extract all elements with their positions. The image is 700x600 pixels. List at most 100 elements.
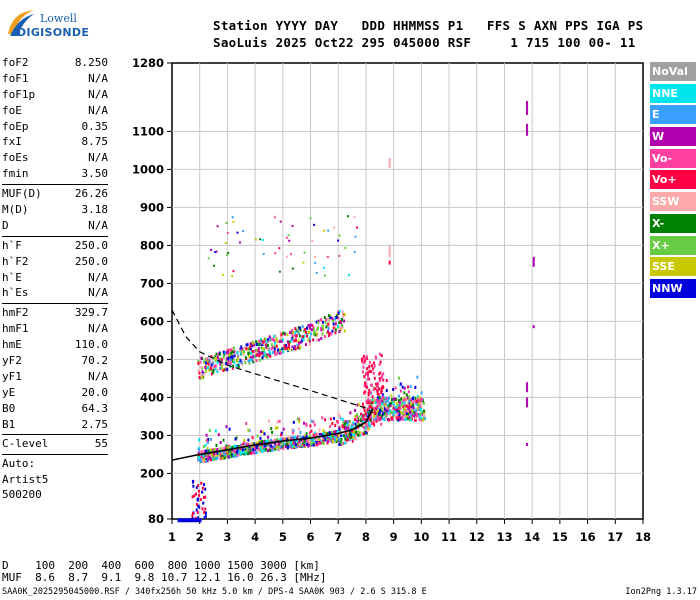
echo-point: [381, 402, 384, 406]
echo-point: [215, 451, 218, 455]
param-value: 70.2: [81, 354, 109, 368]
echo-point: [409, 384, 412, 388]
echo-point: [218, 451, 221, 455]
param-row: hmF1 N/A: [2, 322, 108, 338]
echo-point: [377, 393, 380, 397]
echo-point: [300, 441, 303, 445]
echo-point: [366, 367, 369, 371]
echo-point: [279, 351, 282, 355]
echo-point: [197, 516, 200, 520]
echo-point: [222, 355, 225, 359]
echo-point: [377, 385, 380, 389]
echo-point: [212, 448, 215, 452]
echo-point: [363, 375, 366, 379]
echo-point: [249, 342, 252, 346]
echo-point: [248, 361, 251, 365]
echo-point: [232, 358, 235, 362]
echo-point: [276, 439, 279, 443]
echo-point: [262, 340, 265, 344]
echo-point: [350, 432, 353, 436]
echo-point: [408, 402, 411, 406]
param-row: hmF2 329.7: [2, 306, 108, 322]
echo-point: [297, 427, 300, 431]
echo-point: [291, 335, 294, 339]
echo-point: [378, 397, 381, 401]
echo-point: [399, 407, 402, 411]
echo-point: [420, 418, 423, 422]
echo-point: [245, 347, 248, 351]
echo-point: [526, 397, 529, 408]
echo-point: [268, 349, 271, 353]
echo-point: [344, 421, 347, 425]
echo-point: [403, 386, 406, 390]
echo-point: [380, 354, 383, 358]
echo-point: [225, 367, 228, 371]
echo-point: [298, 440, 301, 444]
echo-point: [338, 426, 341, 430]
echo-point: [310, 429, 313, 433]
echo-point: [270, 347, 273, 351]
echo-point: [366, 429, 369, 433]
echo-point: [388, 408, 391, 412]
echo-point: [398, 404, 401, 408]
echo-point: [338, 442, 341, 446]
param-value: 329.7: [74, 306, 108, 320]
echo-point: [396, 411, 399, 415]
echo-point: [377, 412, 380, 416]
echo-point: [231, 275, 234, 278]
echo-point: [354, 422, 357, 426]
echo-point: [307, 324, 310, 328]
echo-point: [298, 334, 301, 338]
echo-point: [348, 420, 351, 424]
echo-point: [216, 368, 219, 372]
echo-point: [387, 396, 390, 400]
echo-point: [357, 422, 360, 426]
echo-point: [272, 439, 275, 443]
param-value: N/A: [88, 286, 108, 300]
echo-point: [296, 443, 299, 447]
echo-point: [382, 372, 385, 376]
echo-point: [393, 400, 396, 404]
echo-point: [368, 369, 371, 373]
echo-point: [414, 385, 417, 389]
echo-point: [372, 418, 375, 422]
echo-point: [254, 238, 257, 241]
echo-point: [258, 447, 261, 451]
x-tick-label: 17: [607, 530, 623, 544]
echo-point: [256, 434, 259, 438]
echo-point: [344, 441, 347, 445]
echo-point: [299, 345, 302, 349]
echo-point: [303, 329, 305, 333]
echo-point: [208, 455, 211, 459]
echo-point: [302, 261, 305, 264]
echo-point: [366, 408, 369, 412]
echo-point: [378, 417, 381, 421]
echo-point: [367, 393, 370, 397]
echo-point: [316, 437, 319, 441]
echo-point: [285, 236, 288, 239]
echo-point: [219, 441, 222, 445]
echo-point: [416, 399, 419, 403]
echo-point: [377, 409, 380, 413]
echo-point: [279, 348, 282, 352]
echo-point: [362, 414, 365, 418]
echo-point: [405, 412, 408, 416]
legend-item-x: X+: [650, 235, 696, 255]
echo-point: [226, 349, 229, 353]
echo-point: [303, 442, 306, 446]
echo-point: [226, 354, 229, 358]
echo-point: [409, 414, 412, 418]
echo-point: [315, 332, 318, 336]
echo-point: [227, 251, 230, 254]
echo-point: [272, 345, 275, 349]
echo-point: [371, 364, 374, 368]
echo-point: [267, 353, 270, 357]
echo-point: [398, 417, 401, 421]
param-name: foEp: [2, 119, 29, 133]
echo-point: [376, 392, 379, 396]
y-tick-label: 800: [140, 238, 164, 252]
param-row: foEs N/A: [2, 151, 108, 167]
legend-item-ssw: SSW: [650, 192, 696, 212]
echo-point: [380, 397, 383, 401]
echo-point: [313, 330, 316, 334]
